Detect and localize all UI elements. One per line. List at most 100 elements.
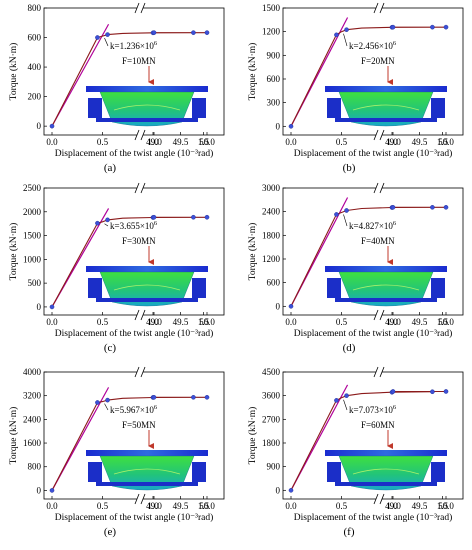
k-leader-line [343,33,348,47]
x-tick-label: 49.0 [146,501,162,511]
k-annotation: k=2.456×106 [349,40,397,51]
data-point [95,35,100,40]
x-tick-label: 1.0 [147,137,159,147]
data-point [105,397,110,403]
data-point [151,395,157,400]
y-tick-label: 1200 [262,27,281,37]
axis-break-mark [373,366,379,378]
y-tick-label: 400 [28,62,42,72]
chart-panel-1: 0 200 400 600 800 0.0 0.5 1.0 1.5 49.0 49.5 50.0Dis… [8,2,225,174]
panel-label: (c) [104,342,117,354]
y-tick-label: 500 [28,278,42,288]
panel-label: (b) [343,162,356,174]
y-tick-label: 1800 [262,438,281,448]
y-tick-label: 0 [37,302,42,312]
load-label: F=40MN [361,236,395,246]
y-tick-label: 2700 [262,414,281,424]
y-tick-label: 3200 [23,391,42,401]
axis-break-mark [373,493,379,505]
x-tick-label: 50.0 [199,137,215,147]
x-tick-label: 49.0 [385,137,401,147]
bearing-contour [352,104,420,111]
y-tick-label: 900 [267,50,281,60]
data-point [204,30,210,35]
k-annotation: k=5.967×106 [110,404,158,415]
y-axis-label: Torque (kN·m) [247,43,258,101]
axis-break-gap [137,3,143,13]
x-tick-label: 50.0 [199,501,215,511]
x-tick-label: 0.0 [285,137,297,147]
left-support [327,278,341,298]
k-leader-line [104,37,109,47]
y-axis-label: Torque (kN·m) [8,223,19,281]
left-support [88,98,102,118]
bearing-contour [113,284,181,291]
bearing-contour [352,468,420,475]
load-label: F=50MN [122,420,156,430]
y-axis-label: Torque (kN·m) [247,223,258,281]
axis-break-mark [373,182,379,194]
load-label: F=30MN [122,236,156,246]
fe-model-illustration [325,450,447,491]
plot-frame [282,371,464,500]
axis-break-mark [379,366,385,378]
data-point [204,395,210,400]
axis-break-gap [376,183,382,193]
axis-break-mark [379,129,385,141]
x-tick-label: 1.5 [198,317,210,327]
x-tick-label: 49.0 [385,501,401,511]
load-label: F=20MN [361,56,395,66]
axis-break-gap [137,310,143,320]
axis-break-mark [134,309,140,321]
x-tick-label: 1.5 [437,137,449,147]
plot-frame [282,7,464,136]
bearing-body [338,455,434,491]
data-point [443,24,449,30]
x-tick-label: 0.5 [336,501,348,511]
x-tick-label: 49.5 [412,501,428,511]
axis-break-gap [137,183,143,193]
x-tick-label: 50.0 [438,501,454,511]
data-point [105,217,110,223]
axis-break-mark [134,129,140,141]
y-tick-label: 1000 [23,254,42,264]
bearing-body [338,271,434,307]
data-point [49,488,55,493]
data-point [288,488,294,493]
data-point [344,208,349,213]
fe-model-illustration [86,450,208,491]
axis-break-mark [140,182,146,194]
x-tick-label: 49.5 [173,501,189,511]
axis-break-gap [137,367,143,377]
x-axis-label: Displacement of the twist angle (10⁻³rad… [294,512,453,523]
y-tick-label: 600 [267,74,281,84]
chart-panel-5: 0 800 1600 2400 3200 4000 0.0 0.5 1.0 1.5 49.0 49.5… [8,366,225,538]
x-tick-label: 49.0 [385,317,401,327]
data-point [390,24,396,30]
y-tick-label: 0 [37,485,42,495]
data-point [390,205,396,210]
x-tick-label: 0.0 [285,501,297,511]
y-axis-label: Torque (kN·m) [8,407,19,465]
k-exponent: 6 [154,40,158,47]
lower-plate [335,482,437,486]
x-tick-label: 0.0 [46,501,58,511]
chart-panel-4: 0 600 1200 1800 2400 3000 0.0 0.5 1.0 1.5 49.0 49.5… [247,182,464,354]
upper-plate [86,86,208,92]
k-exponent: 6 [393,220,397,227]
k-exponent: 6 [393,404,397,411]
upper-plate [86,450,208,456]
fe-model-illustration [325,266,447,307]
x-axis-label: Displacement of the twist angle (10⁻³rad… [55,328,214,339]
y-tick-label: 4500 [262,367,281,377]
x-tick-label: 49.5 [173,317,189,327]
data-point [288,304,294,309]
data-point [344,393,349,398]
x-tick-label: 0.5 [97,137,109,147]
x-tick-label: 1.5 [198,501,210,511]
x-tick-label: 1.5 [437,501,449,511]
x-tick-label: 49.0 [146,137,162,147]
axis-break-mark [140,2,146,14]
x-tick-label: 50.0 [438,317,454,327]
left-support [327,98,341,118]
